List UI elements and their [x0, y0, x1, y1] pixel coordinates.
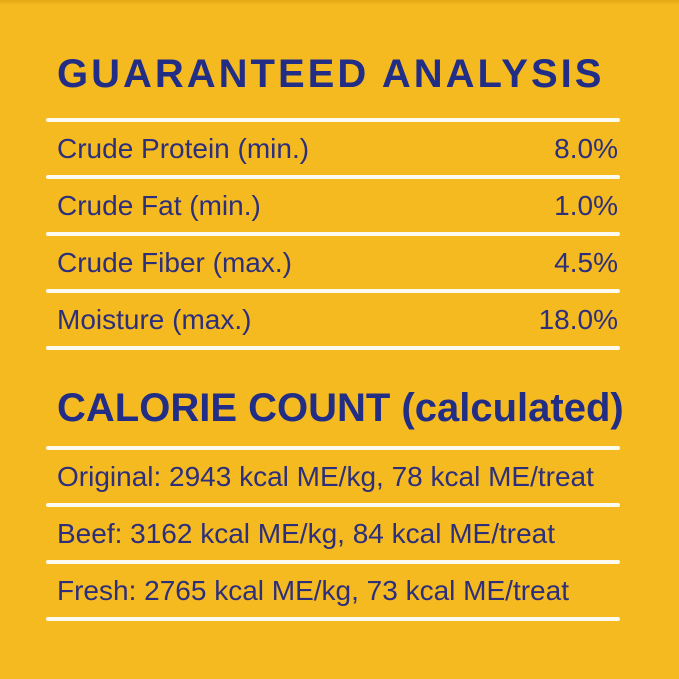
calorie-row-text: Original: 2943 kcal ME/kg, 78 kcal ME/tr…: [57, 460, 594, 492]
calorie-row-beef: Beef: 3162 kcal ME/kg, 84 kcal ME/treat: [46, 507, 620, 560]
calorie-row-text: Beef: 3162 kcal ME/kg, 84 kcal ME/treat: [57, 517, 556, 549]
divider: [46, 503, 620, 507]
analysis-row-crude-fiber: Crude Fiber (max.) 4.5%: [46, 236, 620, 289]
divider: [46, 232, 620, 236]
analysis-row-label: Crude Fiber (max.): [57, 246, 292, 278]
divider: [46, 175, 620, 179]
divider: [46, 560, 620, 564]
analysis-row-value: 8.0%: [554, 132, 618, 164]
calorie-count-title: CALORIE COUNT (calculated): [57, 386, 624, 430]
guaranteed-analysis-table: Crude Protein (min.) 8.0% Crude Fat (min…: [46, 118, 620, 350]
analysis-row-label: Moisture (max.): [57, 303, 252, 335]
divider: [46, 346, 620, 350]
calorie-row-text: Fresh: 2765 kcal ME/kg, 73 kcal ME/treat: [57, 574, 569, 606]
analysis-row-crude-protein: Crude Protein (min.) 8.0%: [46, 122, 620, 175]
analysis-row-value: 18.0%: [538, 303, 618, 335]
divider: [46, 289, 620, 293]
calorie-count-table: Original: 2943 kcal ME/kg, 78 kcal ME/tr…: [46, 446, 620, 621]
guaranteed-analysis-title: GUARANTEED ANALYSIS: [57, 52, 605, 96]
calorie-row-fresh: Fresh: 2765 kcal ME/kg, 73 kcal ME/treat: [46, 564, 620, 617]
divider: [46, 118, 620, 122]
analysis-row-value: 4.5%: [554, 246, 618, 278]
analysis-row-crude-fat: Crude Fat (min.) 1.0%: [46, 179, 620, 232]
analysis-row-label: Crude Fat (min.): [57, 189, 261, 221]
calorie-row-original: Original: 2943 kcal ME/kg, 78 kcal ME/tr…: [46, 450, 620, 503]
analysis-row-moisture: Moisture (max.) 18.0%: [46, 293, 620, 346]
analysis-row-value: 1.0%: [554, 189, 618, 221]
divider: [46, 446, 620, 450]
divider: [46, 617, 620, 621]
analysis-row-label: Crude Protein (min.): [57, 132, 310, 164]
